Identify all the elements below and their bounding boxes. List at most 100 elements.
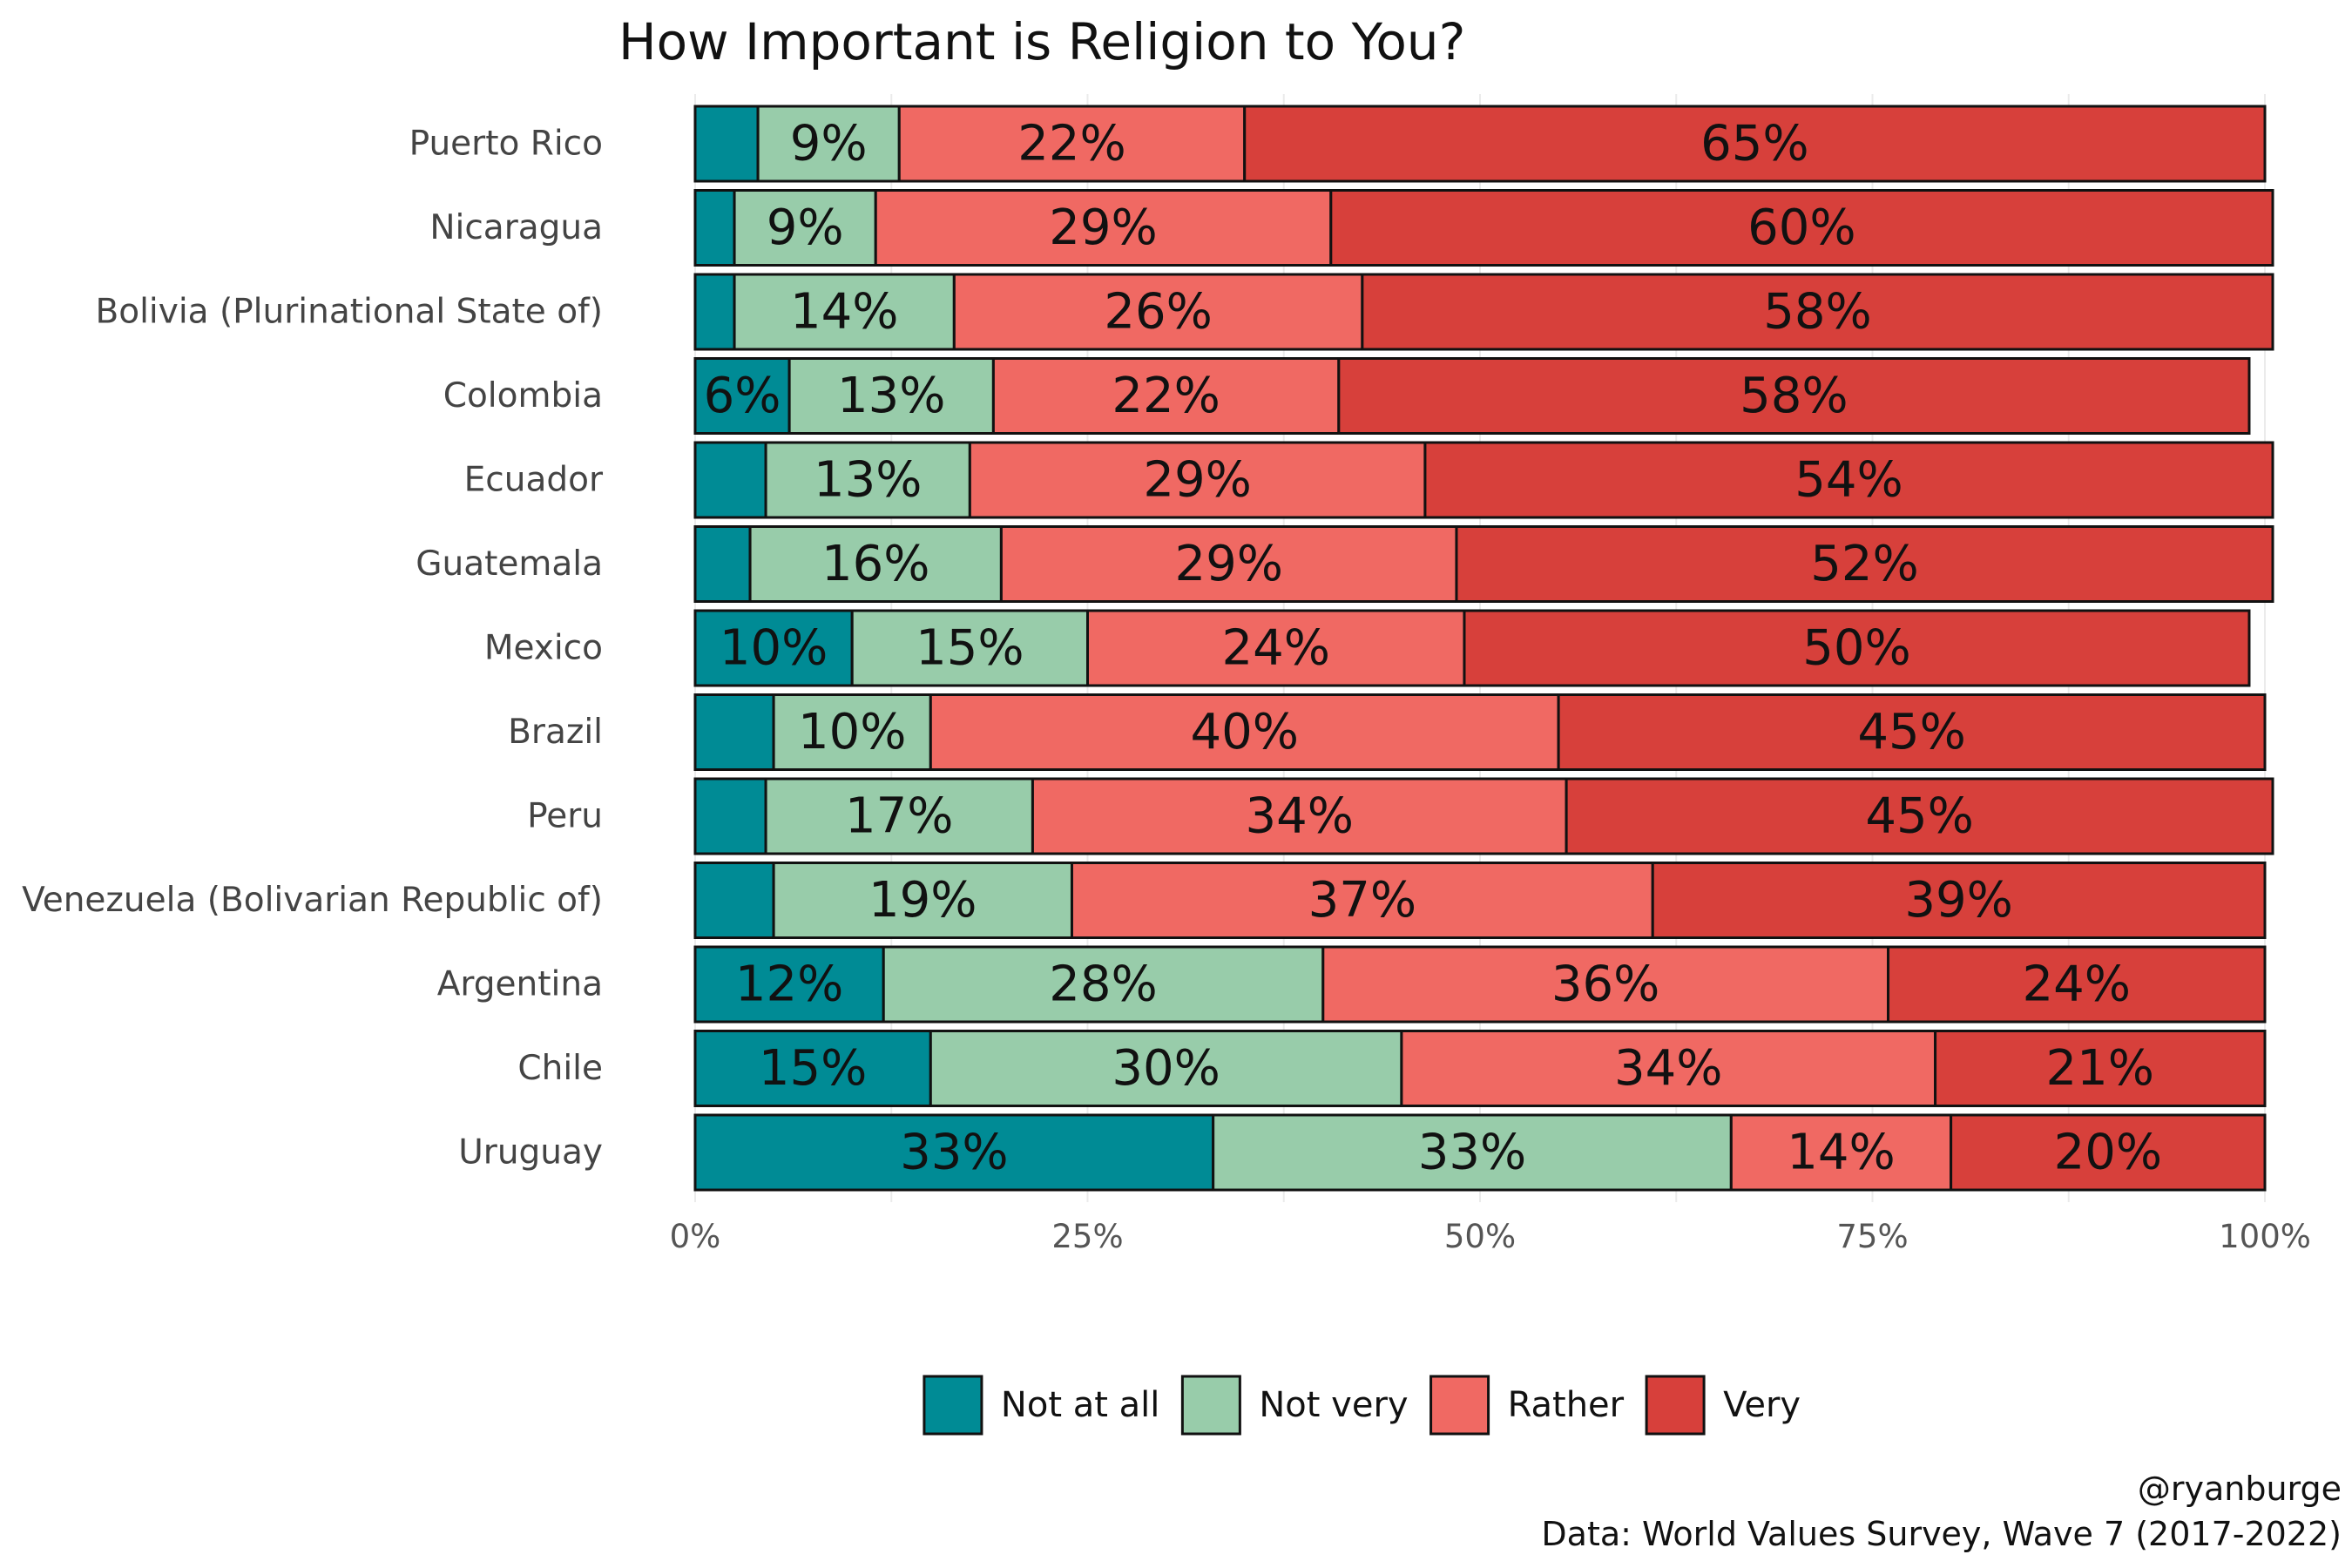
bar-segment-rather: [968, 441, 1427, 519]
bar-row-colombia: 6% 13% 22% 58%: [693, 357, 2251, 435]
bar-segment-not-very: [787, 357, 995, 435]
legend-swatch: [1645, 1375, 1706, 1436]
legend-item-not-very: Not very: [1180, 1375, 1409, 1436]
legend-label: Rather: [1508, 1385, 1625, 1425]
legend-label: Not at all: [1001, 1385, 1159, 1425]
data-label: 58%: [1740, 368, 1848, 424]
bar-segment-very: [1557, 693, 2267, 771]
bar-segment-not-very: [850, 609, 1089, 687]
data-label: 12%: [735, 956, 843, 1013]
data-label: 28%: [1049, 956, 1157, 1013]
data-label: 39%: [1904, 872, 2012, 929]
data-label: 29%: [1174, 536, 1282, 592]
data-label: 54%: [1794, 452, 1903, 509]
bars: 9% 22% 65% 9% 29% 60% 14% 26% 58% 6% 13% 22% 58% 13% 2…: [693, 105, 2274, 1192]
legend-label: Very: [1723, 1385, 1801, 1425]
data-label: 29%: [1049, 199, 1157, 256]
bar-row-brazil: 10% 40% 45%: [693, 693, 2267, 771]
data-label: 14%: [1787, 1125, 1895, 1181]
bar-segment-not-at-all: [693, 357, 791, 435]
data-label: 30%: [1112, 1040, 1220, 1097]
bar-row-mexico: 10% 15% 24% 50%: [693, 609, 2251, 687]
data-label: 22%: [1112, 368, 1220, 424]
bar-segment-rather: [1729, 1113, 1953, 1192]
bar-row-uruguay: 33% 33% 14% 20%: [693, 1113, 2267, 1192]
data-label: 9%: [767, 199, 844, 256]
y-tick-label: Puerto Rico: [409, 125, 603, 164]
bar-segment-rather: [952, 273, 1364, 351]
y-tick-label: Bolivia (Plurinational State of): [95, 293, 603, 332]
bar-segment-rather: [1400, 1030, 1937, 1107]
bar-segment-rather: [897, 105, 1247, 183]
x-tick-label: 100%: [2219, 1218, 2311, 1255]
x-tick-label: 75%: [1836, 1218, 1908, 1255]
bar-segment-not-at-all: [693, 1030, 932, 1107]
data-label: 20%: [2054, 1125, 2162, 1181]
bar-segment-very: [1243, 105, 2267, 183]
data-label: 60%: [1747, 199, 1855, 256]
bar-segment-very: [1361, 273, 2274, 351]
bar-segment-very: [1651, 862, 2267, 939]
data-label: 36%: [1551, 956, 1659, 1013]
bar-segment-not-at-all: [693, 525, 752, 603]
bar-segment-not-very: [1212, 1113, 1733, 1192]
y-tick-label: Ecuador: [464, 461, 604, 500]
bar-segment-very: [1329, 189, 2274, 267]
data-label: 15%: [916, 620, 1024, 677]
bar-segment-very: [1887, 945, 2267, 1024]
data-label: 10%: [720, 620, 828, 677]
y-tick-label: Uruguay: [458, 1133, 603, 1173]
bar-segment-not-very: [733, 273, 956, 351]
y-tick-label: Chile: [517, 1049, 603, 1088]
y-tick-label: Mexico: [484, 629, 603, 668]
bar-segment-not-very: [764, 777, 1034, 855]
bar-segment-not-at-all: [693, 693, 775, 771]
data-label: 37%: [1308, 872, 1416, 929]
y-tick-label: Venezuela (Bolivarian Republic of): [22, 881, 603, 920]
legend-item-not-at-all: Not at all: [923, 1375, 1159, 1436]
data-label: 22%: [1017, 116, 1125, 172]
data-label: 65%: [1700, 116, 1808, 172]
y-axis-labels: Puerto Rico Nicaragua Bolivia (Plurination…: [22, 125, 604, 1173]
y-tick-label: Guatemala: [416, 544, 603, 584]
chart-title: How Important is Religion to You?: [618, 12, 1465, 71]
data-label: 40%: [1190, 704, 1298, 760]
caption-handle: @ryanburge: [2138, 1470, 2342, 1508]
bar-segment-not-at-all: [693, 273, 736, 351]
data-label: 10%: [798, 704, 906, 760]
data-label: 15%: [759, 1040, 867, 1097]
legend-swatch: [1180, 1375, 1241, 1436]
data-label: 21%: [2046, 1040, 2154, 1097]
x-axis-ticks: 0% 25% 50% 75% 100%: [670, 1218, 2311, 1255]
data-label: 24%: [1222, 620, 1330, 677]
legend-swatch: [1429, 1375, 1490, 1436]
data-label: 16%: [821, 536, 929, 592]
data-label: 24%: [2023, 956, 2131, 1013]
bar-segment-not-very: [733, 189, 877, 267]
x-tick-label: 25%: [1051, 1218, 1123, 1255]
bar-row-bolivia-plurinational-state-of: 14% 26% 58%: [693, 273, 2274, 351]
caption-source: Data: World Values Survey, Wave 7 (2017-…: [1541, 1515, 2342, 1553]
bar-row-nicaragua: 9% 29% 60%: [693, 189, 2274, 267]
data-label: 34%: [1614, 1040, 1722, 1097]
data-label: 13%: [814, 452, 922, 509]
data-label: 33%: [1418, 1125, 1526, 1181]
bar-segment-not-at-all: [693, 777, 767, 855]
data-label: 34%: [1246, 788, 1354, 845]
bar-segment-rather: [1070, 862, 1654, 939]
x-tick-label: 50%: [1444, 1218, 1516, 1255]
bar-segment-very: [1337, 357, 2251, 435]
bar-segment-not-at-all: [693, 862, 775, 939]
bar-segment-rather: [874, 189, 1333, 267]
legend-item-rather: Rather: [1429, 1375, 1625, 1436]
bar-segment-not-very: [772, 693, 932, 771]
bar-segment-not-very: [772, 862, 1073, 939]
legend: Not at all Not very Rather Very: [923, 1375, 1801, 1436]
bar-segment-rather: [999, 525, 1458, 603]
data-label: 29%: [1143, 452, 1251, 509]
data-label: 26%: [1104, 284, 1212, 341]
data-label: 58%: [1763, 284, 1871, 341]
bar-segment-not-at-all: [693, 441, 767, 519]
data-label: 17%: [845, 788, 953, 845]
